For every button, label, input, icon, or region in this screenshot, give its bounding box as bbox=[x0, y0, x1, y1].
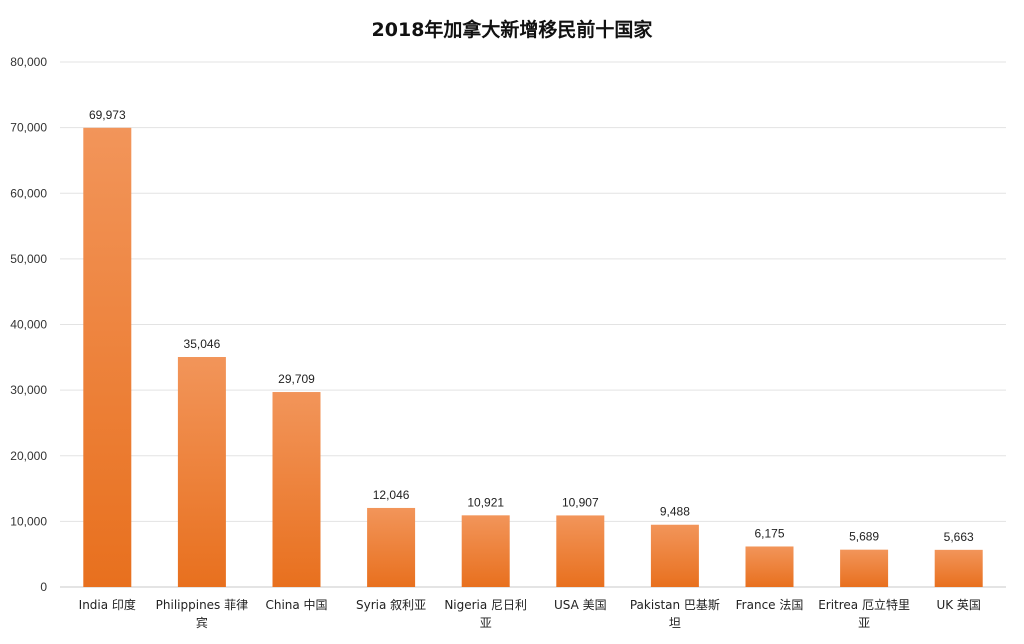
bar bbox=[461, 515, 510, 587]
y-tick-label: 30,000 bbox=[10, 383, 47, 397]
data-label: 6,175 bbox=[754, 526, 784, 540]
data-label: 12,046 bbox=[373, 488, 410, 502]
bar bbox=[650, 524, 699, 587]
bar bbox=[367, 507, 416, 587]
y-tick-label: 0 bbox=[40, 580, 47, 594]
y-tick-label: 20,000 bbox=[10, 449, 47, 463]
bars bbox=[83, 127, 983, 587]
data-label: 5,689 bbox=[849, 530, 879, 544]
bar bbox=[840, 549, 889, 587]
bar bbox=[934, 549, 983, 587]
x-category-label-line: Syria 叙利亚 bbox=[356, 598, 426, 612]
x-category-label-line: 坦 bbox=[669, 616, 681, 630]
x-category-label: France 法国 bbox=[736, 598, 804, 612]
x-category-label-line: Eritrea 厄立特里 bbox=[818, 597, 910, 612]
y-tick-label: 50,000 bbox=[10, 252, 47, 266]
x-category-label: UK 英国 bbox=[936, 598, 980, 612]
x-category-label-line: UK 英国 bbox=[936, 598, 980, 612]
bar bbox=[745, 546, 794, 587]
y-tick-label: 10,000 bbox=[10, 514, 47, 528]
x-category-label: Eritrea 厄立特里亚 bbox=[818, 597, 910, 630]
x-category-label: Philippines 菲律宾 bbox=[156, 598, 248, 630]
y-tick-label: 80,000 bbox=[10, 55, 47, 69]
x-category-label: Pakistan 巴基斯坦 bbox=[630, 598, 720, 630]
x-category-label-line: China 中国 bbox=[265, 597, 327, 612]
data-labels: 69,973 35,046 29,709 12,046 10,921 10,907 9,48… bbox=[89, 108, 974, 544]
x-category-label-line: Pakistan 巴基斯 bbox=[630, 598, 720, 612]
y-axis-ticks: 0 10,000 20,000 30,000 40,000 50,000 60,000 70,… bbox=[10, 55, 47, 594]
bar bbox=[272, 392, 321, 587]
x-axis-categories: India 印度 Philippines 菲律宾 China 中国 Syria 叙利亚… bbox=[79, 597, 981, 630]
x-category-label: Syria 叙利亚 bbox=[356, 598, 426, 612]
x-category-label-line: USA 美国 bbox=[554, 598, 607, 612]
x-category-label-line: 亚 bbox=[858, 616, 870, 630]
bar bbox=[177, 357, 226, 587]
data-label: 9,488 bbox=[660, 505, 690, 519]
x-category-label-line: 亚 bbox=[480, 616, 492, 630]
x-category-label-line: France 法国 bbox=[736, 598, 804, 612]
x-category-label: China 中国 bbox=[265, 597, 327, 612]
bar bbox=[556, 515, 605, 587]
data-label: 35,046 bbox=[184, 337, 221, 351]
data-label: 10,921 bbox=[467, 495, 504, 509]
chart-title: 2018年加拿大新增移民前十国家 bbox=[372, 18, 654, 41]
x-category-label: Nigeria 尼日利亚 bbox=[444, 598, 527, 630]
data-label: 69,973 bbox=[89, 108, 126, 122]
y-tick-label: 70,000 bbox=[10, 121, 47, 135]
data-label: 29,709 bbox=[278, 372, 315, 386]
x-category-label-line: Philippines 菲律 bbox=[156, 598, 248, 612]
y-tick-label: 60,000 bbox=[10, 186, 47, 200]
data-label: 10,907 bbox=[562, 495, 599, 509]
bar bbox=[83, 127, 132, 587]
x-category-label-line: 宾 bbox=[196, 615, 208, 630]
data-label: 5,663 bbox=[944, 530, 974, 544]
x-category-label-line: Nigeria 尼日利 bbox=[444, 598, 527, 612]
x-category-label-line: India 印度 bbox=[79, 597, 136, 612]
x-category-label: USA 美国 bbox=[554, 598, 607, 612]
x-category-label: India 印度 bbox=[79, 597, 136, 612]
y-tick-label: 40,000 bbox=[10, 318, 47, 332]
